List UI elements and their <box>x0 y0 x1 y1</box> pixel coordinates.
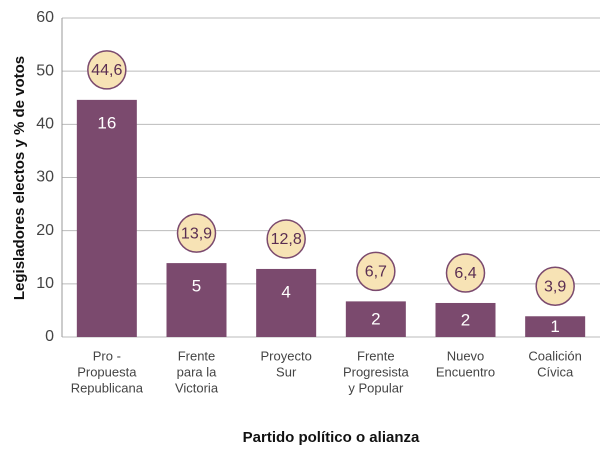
bar <box>166 263 227 337</box>
y-axis-title: Legisladores electos y % de votos <box>11 56 28 300</box>
x-tick-label: Proyecto <box>261 348 312 363</box>
x-axis-title: Partido político o alianza <box>243 429 420 446</box>
value-badge <box>87 50 127 90</box>
x-tick-label: Cívica <box>537 364 574 379</box>
bar <box>256 268 317 337</box>
value-label: 6,7 <box>365 264 387 281</box>
x-tick-label: Nuevo <box>447 348 485 363</box>
value-badge <box>176 213 217 253</box>
x-tick-label: Coalición <box>528 348 581 363</box>
bar <box>76 99 137 337</box>
y-tick-label: 60 <box>36 9 54 26</box>
y-tick-label: 50 <box>36 62 54 79</box>
bar-label: 4 <box>281 282 290 301</box>
x-tick-label: Victoria <box>175 380 219 395</box>
bar-label: 5 <box>192 277 201 296</box>
bar-label: 16 <box>97 113 116 132</box>
x-tick-label: y Popular <box>348 380 404 395</box>
value-label: 12,8 <box>271 231 302 248</box>
bar-label: 2 <box>371 310 380 329</box>
x-tick-label: Republicana <box>71 380 144 395</box>
value-label: 44,6 <box>91 62 122 79</box>
x-tick-label: Frente <box>178 348 216 363</box>
y-tick-label: 20 <box>36 222 54 239</box>
y-tick-label: 10 <box>36 275 54 292</box>
x-tick-label: Encuentro <box>436 364 495 379</box>
bar-label: 2 <box>461 310 470 329</box>
x-tick-label: Sur <box>276 364 297 379</box>
value-badge <box>356 251 396 292</box>
x-tick-label: para la <box>177 364 218 379</box>
value-badge <box>445 253 486 293</box>
value-badge <box>266 219 306 259</box>
y-tick-label: 30 <box>36 169 54 186</box>
y-tick-label: 0 <box>45 328 54 345</box>
y-tick-label: 40 <box>36 116 54 133</box>
bar <box>525 316 586 337</box>
x-tick-label: Frente <box>357 348 395 363</box>
value-label: 13,9 <box>181 225 212 242</box>
x-tick-label: Pro - <box>93 348 121 363</box>
value-badge <box>535 266 575 307</box>
bar-label: 1 <box>550 317 559 336</box>
value-label: 3,9 <box>544 278 566 295</box>
value-label: 6,4 <box>454 265 476 282</box>
x-tick-label: Propuesta <box>77 364 137 379</box>
bar <box>345 301 406 337</box>
bar <box>435 302 496 337</box>
x-tick-label: Progresista <box>343 364 410 379</box>
